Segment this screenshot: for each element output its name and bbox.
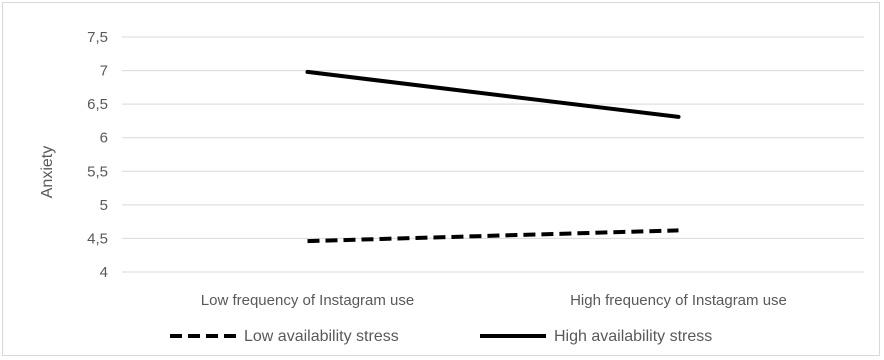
- y-tick-label: 4: [100, 264, 108, 281]
- gridlines: [122, 36, 864, 273]
- y-tick-label: 6: [100, 130, 108, 147]
- legend: Low availability stress High availability…: [170, 328, 712, 345]
- legend-label-low-availability-stress: Low availability stress: [244, 328, 399, 345]
- chart-frame: [2, 2, 880, 356]
- legend-label-high-availability-stress: High availability stress: [554, 328, 712, 345]
- x-tick-labels: Low frequency of Instagram use High frequ…: [201, 292, 787, 309]
- series-line-high-availability-stress: [305, 69, 681, 119]
- y-tick-label: 4,5: [87, 230, 108, 247]
- y-tick-label: 5,5: [87, 163, 108, 180]
- y-tick-label: 6,5: [87, 96, 108, 113]
- y-tick-label: 5: [100, 197, 108, 214]
- series-lines: [305, 69, 681, 244]
- y-tick-label: 7: [100, 63, 108, 80]
- y-tick-label: 7,5: [87, 29, 108, 46]
- x-tick-label: High frequency of Instagram use: [570, 292, 787, 309]
- y-tick-labels: 4 4,5 5 5,5 6 6,5 7 7,5: [87, 29, 108, 281]
- x-tick-label: Low frequency of Instagram use: [201, 292, 414, 309]
- y-axis-title: Anxiety: [39, 146, 56, 198]
- series-line-low-availability-stress: [307, 228, 679, 244]
